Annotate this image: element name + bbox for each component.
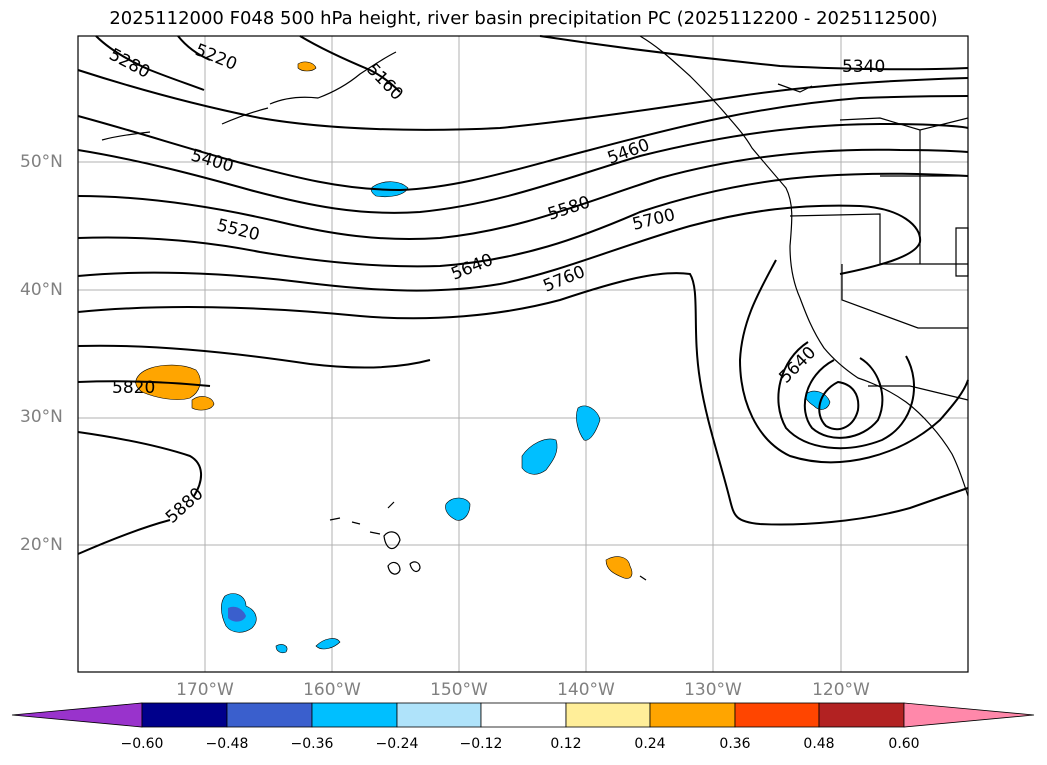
- precip-shading: [135, 61, 831, 654]
- colorbar-seg-7: [649, 702, 736, 728]
- precip-patch-kauai: [275, 644, 288, 654]
- colorbar-tick-3: −0.24: [375, 736, 419, 752]
- lat-label-50n: 50°N: [20, 152, 63, 172]
- contour-label-5160: 5160: [362, 60, 406, 105]
- contour-label-5400: 5400: [189, 146, 236, 177]
- colorbar: [11, 702, 1035, 728]
- colorbar-seg-5: [480, 702, 567, 728]
- contour-label-5640-west: 5640: [448, 250, 496, 285]
- colorbar-tick-6: 0.24: [634, 736, 666, 752]
- contour-label-5280: 5280: [106, 45, 154, 83]
- precip-patch-oahu: [315, 638, 341, 650]
- precip-patch-hawaii-core: [228, 606, 246, 622]
- precip-patch-central-3: [576, 405, 601, 441]
- colorbar-tick-8: 0.48: [803, 736, 835, 752]
- colorbar-tick-9: 0.60: [888, 736, 920, 752]
- colorbar-tick-1: −0.48: [205, 736, 249, 752]
- colorbar-seg-10: [903, 702, 1035, 728]
- colorbar-tick-0: −0.60: [120, 736, 164, 752]
- lon-label-170w: 170°W: [176, 680, 234, 700]
- colorbar-seg-6: [565, 702, 651, 728]
- colorbar-seg-0: [11, 702, 143, 728]
- precip-patch-central-1: [445, 497, 471, 521]
- precip-patch-west-orange-2: [191, 396, 215, 411]
- colorbar-seg-3: [311, 702, 398, 728]
- precip-patch-socal: [805, 390, 831, 410]
- height-contours: [77, 35, 969, 555]
- colorbar-tick-5: 0.12: [550, 736, 582, 752]
- colorbar-tick-7: 0.36: [719, 736, 751, 752]
- colorbar-seg-9: [818, 702, 905, 728]
- colorbar-seg-8: [734, 702, 820, 728]
- contour-label-5340: 5340: [842, 57, 885, 77]
- precip-patch-orange-north: [297, 61, 317, 72]
- colorbar-seg-1: [141, 702, 228, 728]
- precip-patch-central-2: [521, 438, 558, 475]
- lat-label-40n: 40°N: [20, 280, 63, 300]
- contour-label-5700: 5700: [630, 205, 677, 235]
- contour-label-5520: 5520: [215, 215, 262, 245]
- gridlines: [78, 36, 968, 672]
- figure-title: 2025112000 F048 500 hPa height, river ba…: [109, 8, 938, 29]
- contour-label-5220: 5220: [192, 40, 240, 75]
- lon-label-120w: 120°W: [812, 680, 870, 700]
- coastlines: [101, 35, 969, 581]
- lat-label-20n: 20°N: [20, 535, 63, 555]
- contour-label-5820: 5820: [112, 378, 155, 398]
- lat-label-30n: 30°N: [20, 407, 63, 427]
- precip-patch-orange-south: [605, 556, 633, 579]
- colorbar-tick-4: −0.12: [459, 736, 503, 752]
- map-frame: [77, 35, 969, 673]
- colorbar-seg-2: [226, 702, 313, 728]
- lon-label-140w: 140°W: [557, 680, 615, 700]
- contour-label-5880: 5880: [162, 484, 208, 528]
- colorbar-tick-2: −0.36: [290, 736, 334, 752]
- lon-label-130w: 130°W: [684, 680, 742, 700]
- lon-label-150w: 150°W: [430, 680, 488, 700]
- lon-label-160w: 160°W: [303, 680, 361, 700]
- colorbar-seg-4: [396, 702, 482, 728]
